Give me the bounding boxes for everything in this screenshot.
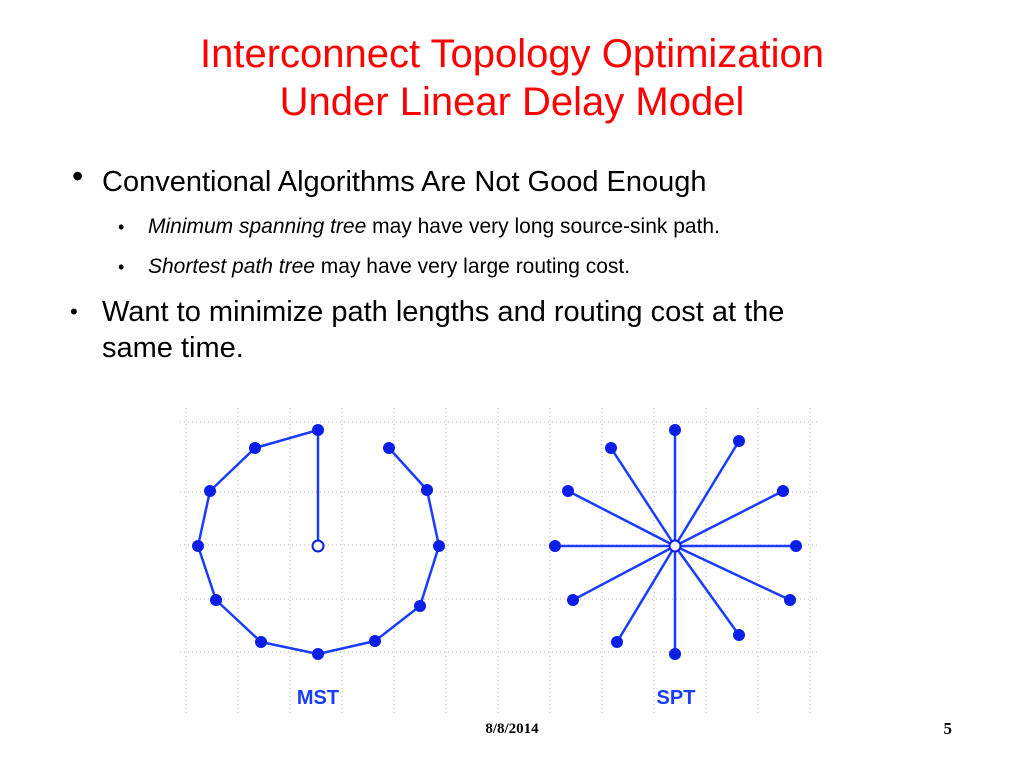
spt-edge bbox=[673, 545, 741, 636]
mst-sink-node bbox=[414, 600, 426, 612]
mst-sink-node bbox=[255, 636, 267, 648]
mst-edge bbox=[388, 447, 428, 491]
mst-edge bbox=[196, 545, 218, 601]
mst-sink-node bbox=[369, 635, 381, 647]
spt-sink-node bbox=[777, 485, 789, 497]
mst-edge bbox=[418, 545, 441, 607]
sub-bullet-1-emphasis: Minimum spanning tree bbox=[148, 215, 367, 238]
mst-sink-node bbox=[210, 594, 222, 606]
sub-bullet-2-rest: may have very large routing cost. bbox=[314, 255, 631, 278]
spt-sink-node bbox=[562, 485, 574, 497]
sub-bullet-dot-icon: • bbox=[118, 217, 125, 237]
spt-edge bbox=[615, 545, 677, 643]
mst-sink-node bbox=[312, 648, 324, 660]
slide-title-line1: Interconnect Topology Optimization bbox=[199, 32, 825, 76]
spt-edge bbox=[567, 489, 676, 548]
spt-sink-node bbox=[549, 540, 561, 552]
spt-edge bbox=[673, 440, 741, 547]
mst-diagram bbox=[192, 424, 445, 660]
page-number: 5 bbox=[943, 719, 953, 738]
mst-edge bbox=[209, 447, 256, 492]
mst-edge bbox=[215, 599, 262, 643]
bullet-1-text: Conventional Algorithms Are Not Good Eno… bbox=[102, 166, 707, 198]
sub-bullet-2-emphasis: Shortest path tree bbox=[148, 255, 315, 278]
bullet-2-line1: Want to minimize path lengths and routin… bbox=[102, 296, 785, 328]
spt-edge bbox=[572, 544, 676, 602]
mst-spt-figure: MST SPT bbox=[180, 408, 820, 723]
footer-date: 8/8/2014 bbox=[485, 721, 539, 737]
bullet-dot-icon: • bbox=[72, 158, 84, 194]
bullet-dot-icon: • bbox=[70, 299, 78, 324]
mst-sink-node bbox=[433, 540, 445, 552]
mst-edge bbox=[260, 640, 319, 656]
spt-label: SPT bbox=[657, 687, 696, 709]
spt-sink-node bbox=[790, 540, 802, 552]
sub-bullet-1-rest: may have very long source-sink path. bbox=[366, 215, 720, 238]
spt-sink-node bbox=[567, 594, 579, 606]
mst-edge bbox=[254, 428, 319, 450]
spt-source-node bbox=[668, 539, 682, 553]
mst-sink-node bbox=[249, 442, 261, 454]
spt-sink-node bbox=[784, 594, 796, 606]
spt-diagram bbox=[549, 424, 802, 660]
mst-edge bbox=[317, 639, 376, 656]
mst-edge bbox=[196, 490, 212, 547]
sub-bullet-1: Minimum spanning tree may have very long… bbox=[148, 214, 720, 240]
mst-sink-node bbox=[192, 540, 204, 552]
spt-edge bbox=[609, 447, 677, 547]
spt-sink-node bbox=[733, 435, 745, 447]
spt-sink-node bbox=[733, 629, 745, 641]
dotted-grid bbox=[180, 408, 820, 713]
sub-bullet-dot-icon: • bbox=[118, 257, 125, 277]
mst-label: MST bbox=[297, 687, 339, 709]
mst-sink-node bbox=[204, 485, 216, 497]
spt-edge bbox=[674, 489, 784, 548]
sub-bullet-2: Shortest path tree may have very large r… bbox=[148, 254, 630, 280]
spt-sink-node bbox=[669, 424, 681, 436]
mst-edge bbox=[425, 489, 441, 547]
mst-sink-node bbox=[312, 424, 324, 436]
bullet-2-line2: same time. bbox=[102, 332, 244, 364]
mst-source-node bbox=[311, 539, 325, 553]
mst-sink-node bbox=[421, 484, 433, 496]
spt-edge bbox=[674, 544, 791, 602]
slide-title-line2: Under Linear Delay Model bbox=[279, 80, 745, 124]
tree-comparison-diagram: MST SPT bbox=[180, 408, 820, 713]
spt-sink-node bbox=[605, 442, 617, 454]
mst-sink-node bbox=[383, 442, 395, 454]
bullet-2-text: Want to minimize path lengths and routin… bbox=[102, 294, 784, 366]
mst-edge bbox=[374, 605, 421, 642]
slide-title: Interconnect Topology Optimization Under… bbox=[0, 30, 1024, 126]
spt-sink-node bbox=[611, 636, 623, 648]
spt-sink-node bbox=[669, 648, 681, 660]
